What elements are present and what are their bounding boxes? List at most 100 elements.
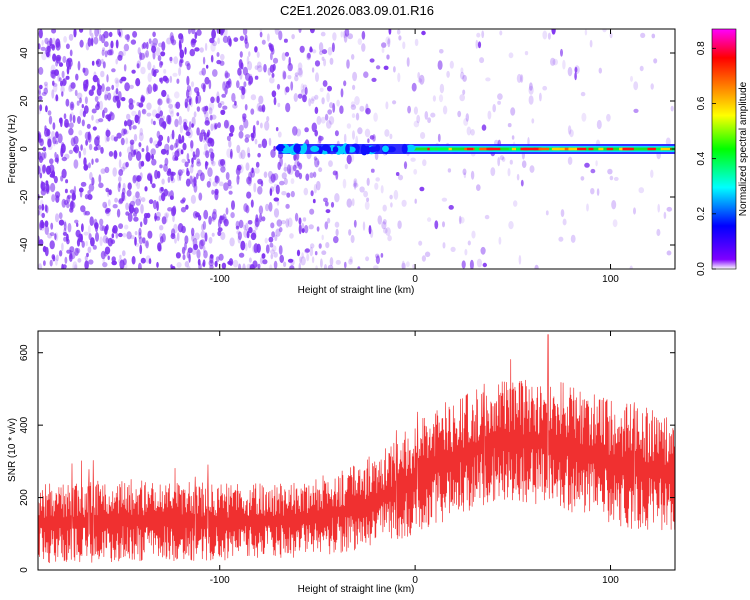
spectrogram-noise-cell: [40, 46, 46, 52]
spectrogram-noise-cell: [228, 184, 233, 189]
spectrogram-noise-cell: [228, 190, 233, 195]
spectrogram-noise-cell: [256, 51, 260, 58]
spectrogram-noise-cell: [69, 82, 75, 92]
colorbar-label: Normalized spectral amplitude: [738, 81, 749, 216]
spectrogram-noise-cell: [375, 65, 381, 70]
spectrogram-noise-cell: [308, 98, 312, 107]
spectrogram-noise-cell: [270, 149, 276, 158]
spectrogram-noise-cell: [100, 250, 106, 260]
spectrogram-noise-cell: [190, 140, 194, 149]
spectrogram-noise-cell: [200, 82, 207, 90]
spectrogram-noise-cell: [186, 75, 190, 86]
spectrogram-noise-cell: [534, 264, 539, 269]
spectrogram-noise-cell: [212, 208, 217, 215]
spectrogram-noise-cell: [245, 205, 250, 214]
spectrogram-noise-cell: [343, 133, 347, 143]
spectrogram-noise-cell: [552, 58, 558, 66]
spectrogram-noise-cell: [133, 216, 139, 222]
spectrogram-noise-cell: [202, 56, 206, 65]
spectrogram-noise-cell: [501, 156, 506, 162]
spectrogram-noise-cell: [115, 79, 119, 89]
snr-y-tick-label: 600: [19, 344, 30, 361]
spectrogram-noise-cell: [110, 40, 114, 49]
spectrogram-noise-cell: [574, 66, 578, 73]
spectrogram-noise-cell: [392, 100, 397, 105]
spectrogram-noise-cell: [351, 198, 355, 207]
spectrogram-noise-cell: [250, 199, 254, 208]
spectrogram-noise-cell: [381, 42, 387, 48]
spectrogram-noise-cell: [70, 137, 76, 147]
carrier-blob: [293, 143, 301, 154]
spectrogram-noise-cell: [276, 219, 283, 227]
spectrogram-noise-cell: [166, 98, 172, 104]
spectrogram-noise-cell: [271, 72, 275, 78]
spectrogram-noise-cell: [285, 86, 290, 93]
spectrogram-noise-cell: [250, 232, 257, 241]
spectrogram-noise-cell: [421, 30, 426, 36]
spectrogram-noise-cell: [249, 264, 255, 269]
spectrogram-noise-cell: [161, 233, 166, 243]
spectrogram-noise-cell: [243, 81, 247, 88]
spectrogram-noise-cell: [168, 103, 174, 109]
spectrogram-noise-cell: [258, 143, 262, 148]
spectrogram-noise-cell: [263, 63, 267, 73]
spectrogram-noise-cell: [64, 188, 68, 194]
spectrogram-noise-cell: [148, 199, 154, 205]
spectrogram-noise-cell: [243, 118, 249, 129]
spectrogram-noise-cell: [461, 260, 466, 269]
spectrogram-noise-cell: [88, 233, 92, 241]
spectrogram-noise-cell: [104, 209, 110, 214]
spectrogram-noise-cell: [55, 56, 61, 64]
spectrogram-noise-cell: [44, 225, 49, 235]
spectrogram-noise-cell: [125, 137, 129, 145]
spectrogram-noise-cell: [326, 92, 330, 103]
spectrogram-noise-cell: [160, 51, 166, 57]
spectrogram-noise-cell: [372, 134, 376, 142]
spectrogram-noise-cell: [60, 175, 64, 182]
spectrogram-noise-cell: [84, 260, 89, 269]
spectrogram-noise-cell: [88, 143, 93, 151]
spectrogram-noise-cell: [174, 150, 180, 158]
spectrogram-noise-cell: [220, 29, 224, 36]
spectrogram-noise-cell: [370, 229, 374, 238]
spectrogram-noise-cell: [179, 41, 182, 52]
spectrogram-noise-cell: [138, 236, 144, 245]
spectrogram-noise-cell: [126, 231, 132, 240]
spectrogram-noise-cell: [157, 141, 163, 146]
spectrogram-noise-cell: [95, 232, 99, 242]
spectrogram-noise-cell: [380, 253, 384, 258]
spectrogram-noise-cell: [62, 264, 67, 269]
spectrogram-noise-cell: [132, 195, 137, 204]
spectrogram-noise-cell: [166, 94, 170, 104]
spectrogram-noise-cell: [169, 32, 174, 42]
spectrogram-noise-cell: [450, 246, 456, 252]
spectrogram-noise-cell: [528, 85, 534, 95]
spectrogram-noise-cell: [108, 189, 112, 196]
spectrogram-noise-cell: [118, 232, 123, 238]
spectrogram-noise-cell: [459, 94, 466, 102]
spectrogram-noise-cell: [108, 189, 113, 196]
spectrogram-noise-cell: [51, 89, 55, 99]
spectrogram-noise-cell: [76, 222, 79, 227]
spectrogram-noise-cell: [95, 158, 99, 163]
spectrogram-noise-cell: [47, 233, 53, 239]
spectrogram-noise-cell: [80, 144, 83, 151]
spectrogram-noise-cell: [314, 60, 321, 67]
spectrogram-noise-cell: [184, 261, 190, 268]
spectrogram-noise-cell: [222, 35, 229, 44]
spectrogram-noise-cell: [170, 110, 174, 118]
spectrogram-noise-cell: [303, 187, 309, 196]
spectrogram-noise-cell: [397, 174, 404, 181]
spectrogram-noise-cell: [259, 213, 263, 223]
spectrogram-noise-cell: [437, 133, 441, 143]
spectrogram-noise-cell: [38, 204, 42, 210]
carrier-hot-segment: [647, 147, 656, 151]
spectrogram-noise-cell: [499, 155, 505, 161]
spectrogram-noise-cell: [424, 111, 429, 120]
spectrogram-noise-cell: [598, 67, 602, 74]
spectrogram-noise-cell: [204, 120, 210, 126]
colorbar-gradient: [712, 29, 736, 269]
spectrogram-noise-cell: [414, 38, 419, 47]
spectrogram-noise-cell: [261, 138, 268, 149]
spectrogram-noise-cell: [267, 67, 271, 76]
